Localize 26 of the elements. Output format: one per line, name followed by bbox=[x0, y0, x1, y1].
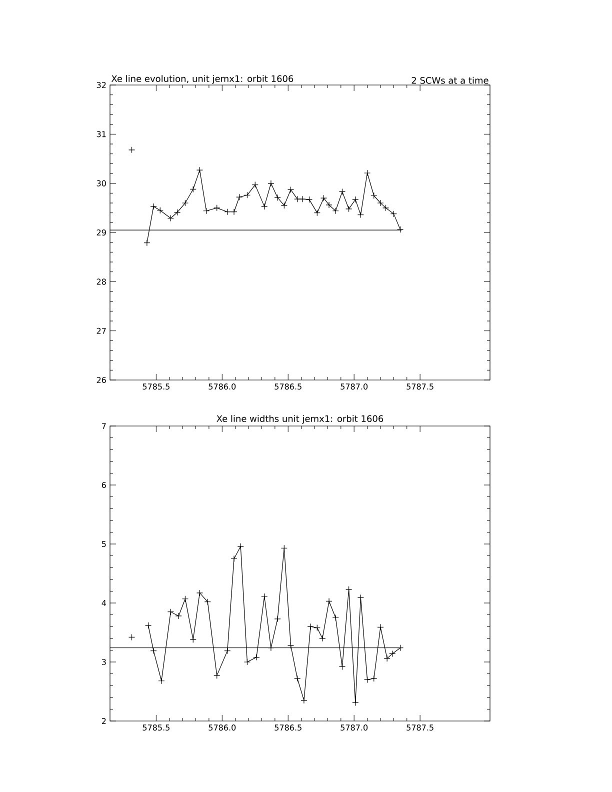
chart-subtitle: 2 SCWs at a time bbox=[412, 76, 488, 84]
x-tick-label: 5785.5 bbox=[142, 384, 170, 390]
y-tick-label: 6 bbox=[102, 482, 106, 488]
y-tick-label: 31 bbox=[96, 131, 106, 138]
y-tick-label: 26 bbox=[96, 376, 106, 384]
y-tick-label: 3 bbox=[102, 658, 106, 666]
x-tick-label: 5787.5 bbox=[406, 724, 434, 731]
y-tick-label: 28 bbox=[96, 278, 106, 285]
x-tick-label: 5786.5 bbox=[274, 724, 302, 731]
y-tick-label: 2 bbox=[102, 718, 106, 724]
y-tick-label: 4 bbox=[102, 600, 106, 606]
x-tick-label: 5786.0 bbox=[208, 384, 236, 390]
y-tick-label: 27 bbox=[96, 328, 106, 334]
y-tick-label: 30 bbox=[96, 180, 106, 186]
chart-title: Xe line widths unit jemx1: orbit 1606 bbox=[216, 415, 384, 424]
x-tick-label: 5786.5 bbox=[274, 384, 302, 390]
x-tick-label: 5787.0 bbox=[340, 384, 368, 390]
y-tick-label: 29 bbox=[96, 229, 106, 236]
x-tick-label: 5787.0 bbox=[340, 724, 368, 731]
x-tick-label: 5787.5 bbox=[406, 384, 434, 390]
y-tick-label: 7 bbox=[102, 423, 106, 429]
y-tick-label: 32 bbox=[96, 82, 106, 88]
y-tick-label: 5 bbox=[102, 541, 106, 547]
x-tick-label: 5786.0 bbox=[208, 724, 236, 731]
x-tick-label: 5785.5 bbox=[142, 724, 170, 731]
chart-title: Xe line evolution, unit jemx1: orbit 1606 bbox=[111, 75, 294, 84]
